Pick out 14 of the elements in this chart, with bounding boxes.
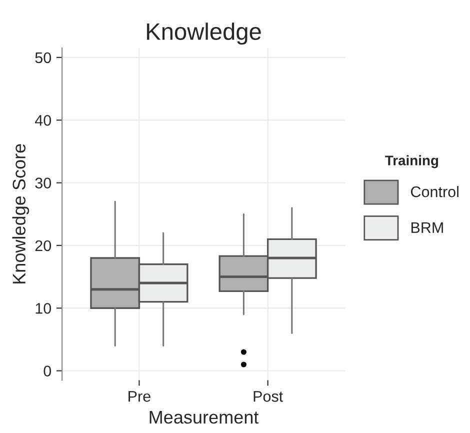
y-tick-label: 30 — [35, 178, 52, 188]
legend-label: Control — [411, 186, 458, 198]
legend-title: Training — [385, 155, 438, 168]
y-tick-label: 10 — [36, 302, 52, 314]
y-tick-label: 20 — [35, 240, 52, 252]
y-tick-label: 0 — [44, 366, 52, 376]
x-tick-label: Pre — [128, 391, 150, 402]
legend-label: BRM — [411, 222, 443, 233]
x-axis-title: Measurement — [150, 411, 259, 424]
y-tick-label: 50 — [35, 52, 52, 64]
x-tick-label: Post — [254, 391, 283, 402]
y-tick-label: 40 — [34, 114, 52, 126]
y-axis-title: Knowledge Score — [12, 144, 30, 284]
chart-title: Knowledge — [147, 22, 261, 45]
